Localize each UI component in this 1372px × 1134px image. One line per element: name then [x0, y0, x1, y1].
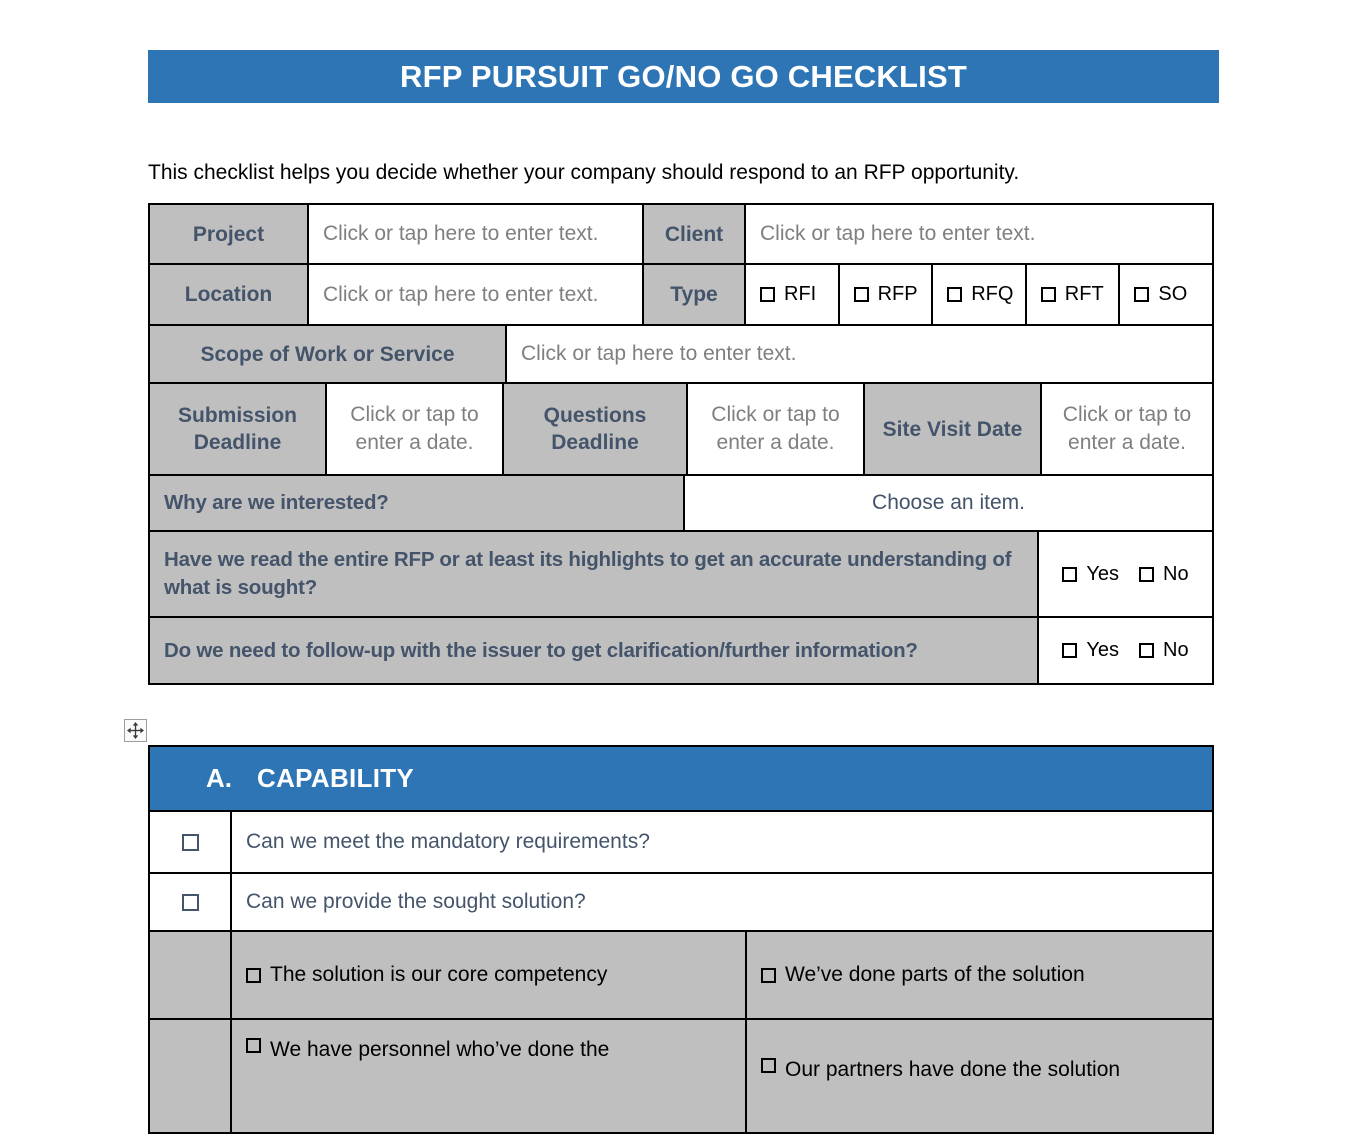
rfp-label: RFP	[877, 283, 918, 305]
sought-solution-checkbox[interactable]	[181, 893, 199, 911]
rft-checkbox[interactable]	[1040, 287, 1056, 302]
row-sought-solution: Can we provide the sought solution?	[150, 874, 1212, 932]
location-label: Location	[150, 265, 309, 324]
questions-deadline-input[interactable]: Click or tap to enter a date.	[688, 384, 865, 474]
location-input[interactable]: Click or tap here to enter text.	[309, 265, 644, 324]
sought-solution-question: Can we provide the sought solution?	[246, 890, 586, 913]
mandatory-requirements-question: Can we meet the mandatory requirements?	[246, 830, 650, 853]
question-read-rfp: Have we read the entire RFP or at least …	[150, 532, 1039, 616]
project-label: Project	[150, 205, 309, 263]
core-competency-checkbox[interactable]	[246, 967, 261, 983]
row-scope: Scope of Work or Service Click or tap he…	[150, 326, 1212, 384]
row-solution-options-1: The solution is our core competency We’v…	[150, 932, 1212, 1020]
type-option-rft: RFT	[1027, 265, 1121, 324]
move-arrows-icon	[127, 722, 144, 739]
client-input[interactable]: Click or tap here to enter text.	[760, 222, 1036, 245]
rfq-checkbox[interactable]	[947, 287, 963, 302]
row-project-client: Project Click or tap here to enter text.…	[150, 205, 1212, 265]
row-question-read-rfp: Have we read the entire RFP or at least …	[150, 532, 1212, 618]
partners-done-checkbox[interactable]	[761, 1058, 776, 1073]
client-label: Client	[644, 205, 746, 263]
question-read-rfp-yesno: Yes No	[1039, 532, 1212, 616]
rfp-checkbox[interactable]	[853, 287, 869, 302]
personnel-done-label: We have personnel who’ve done the	[270, 1038, 610, 1061]
personnel-done-checkbox[interactable]	[246, 1038, 261, 1053]
type-option-rfq: RFQ	[933, 265, 1027, 324]
type-option-rfi: RFI	[746, 265, 840, 324]
type-option-so: SO	[1120, 265, 1212, 324]
submission-deadline-input[interactable]: Click or tap to enter a date.	[327, 384, 504, 474]
row-interested: Why are we interested? Choose an item.	[150, 476, 1212, 532]
sought-solution-checkbox-cell	[150, 874, 232, 930]
yes-label: Yes	[1086, 639, 1120, 661]
row-deadlines: Submission Deadline Click or tap to ente…	[150, 384, 1212, 476]
submission-deadline-label: Submission Deadline	[150, 384, 327, 474]
option-core-competency: The solution is our core competency	[232, 932, 747, 1018]
type-option-rfp: RFP	[840, 265, 934, 324]
no-label: No	[1163, 562, 1189, 585]
done-parts-checkbox[interactable]	[761, 967, 776, 983]
yes-option: Yes	[1062, 639, 1119, 662]
row-question-follow-up: Do we need to follow-up with the issuer …	[150, 618, 1212, 683]
no-label: No	[1163, 639, 1189, 661]
option-personnel-done: We have personnel who’ve done the	[232, 1020, 747, 1132]
document-title-bar: RFP PURSUIT GO/NO GO CHECKLIST	[148, 50, 1219, 103]
rft-label: RFT	[1064, 283, 1104, 305]
interested-label: Why are we interested?	[150, 476, 685, 530]
no-checkbox[interactable]	[1139, 566, 1155, 582]
rfq-label: RFQ	[971, 283, 1014, 305]
section-title: CAPABILITY	[257, 763, 415, 793]
yes-label: Yes	[1086, 562, 1120, 585]
capability-section-header: A. CAPABILITY	[150, 747, 1212, 812]
site-visit-date-input[interactable]: Click or tap to enter a date.	[1062, 403, 1192, 454]
spacer-cell	[150, 932, 232, 1018]
type-label: Type	[644, 265, 746, 324]
interested-dropdown[interactable]: Choose an item.	[872, 491, 1025, 514]
row-location-type: Location Click or tap here to enter text…	[150, 265, 1212, 326]
table-move-handle[interactable]	[124, 719, 147, 742]
rfp-info-table: Project Click or tap here to enter text.…	[148, 203, 1214, 685]
yes-checkbox[interactable]	[1062, 566, 1078, 582]
scope-label: Scope of Work or Service	[150, 326, 507, 382]
page-title: RFP PURSUIT GO/NO GO CHECKLIST	[400, 58, 967, 94]
option-partners-done: Our partners have done the solution	[747, 1020, 1212, 1132]
rfi-label: RFI	[784, 283, 817, 305]
document-page: RFP PURSUIT GO/NO GO CHECKLIST This chec…	[124, 50, 1219, 1134]
rfi-checkbox[interactable]	[760, 287, 775, 302]
intro-text: This checklist helps you decide whether …	[148, 161, 1020, 184]
mandatory-requirements-checkbox[interactable]	[181, 833, 199, 851]
no-option: No	[1139, 563, 1189, 586]
option-done-parts: We’ve done parts of the solution	[747, 932, 1212, 1018]
so-checkbox[interactable]	[1134, 287, 1150, 302]
done-parts-label: We’ve done parts of the solution	[785, 963, 1085, 986]
so-label: SO	[1158, 283, 1188, 305]
no-option: No	[1139, 639, 1189, 662]
project-input[interactable]: Click or tap here to enter text.	[309, 205, 644, 263]
question-follow-up: Do we need to follow-up with the issuer …	[150, 618, 1039, 683]
mandatory-requirements-checkbox-cell	[150, 812, 232, 872]
scope-input[interactable]: Click or tap here to enter text.	[521, 342, 797, 365]
spacer-cell	[150, 1020, 232, 1132]
question-follow-up-yesno: Yes No	[1039, 618, 1212, 683]
row-solution-options-2: We have personnel who’ve done the Our pa…	[150, 1020, 1212, 1132]
yes-option: Yes	[1062, 563, 1119, 586]
no-checkbox[interactable]	[1139, 643, 1155, 658]
section-letter: A.	[206, 763, 232, 793]
row-mandatory-requirements: Can we meet the mandatory requirements?	[150, 812, 1212, 874]
yes-checkbox[interactable]	[1062, 643, 1078, 658]
core-competency-label: The solution is our core competency	[270, 963, 608, 986]
site-visit-date-label: Site Visit Date	[865, 384, 1042, 474]
partners-done-label: Our partners have done the solution	[785, 1058, 1121, 1081]
questions-deadline-label: Questions Deadline	[504, 384, 688, 474]
